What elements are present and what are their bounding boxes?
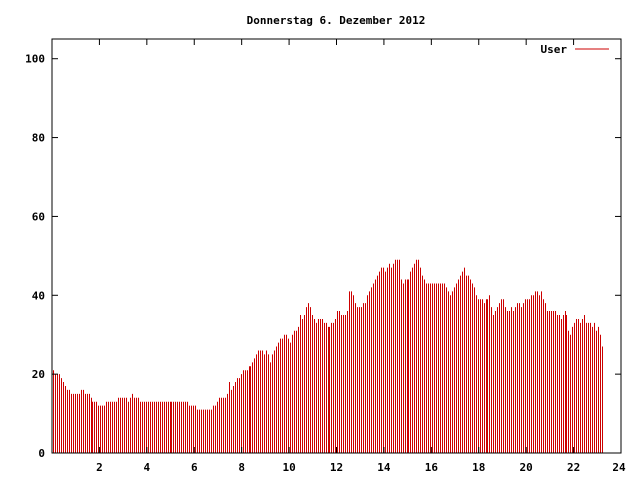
x-tick-label: 12 bbox=[330, 461, 343, 474]
x-tick-label: 20 bbox=[520, 461, 533, 474]
y-tick-label: 60 bbox=[32, 210, 45, 223]
x-tick-label: 8 bbox=[238, 461, 245, 474]
chart-title: Donnerstag 6. Dezember 2012 bbox=[247, 14, 426, 27]
bar-series-user bbox=[53, 259, 603, 453]
x-tick-label: 24 bbox=[612, 461, 626, 474]
y-tick-label: 100 bbox=[25, 53, 45, 66]
x-tick-label: 14 bbox=[377, 461, 391, 474]
y-tick-label: 20 bbox=[32, 368, 45, 381]
x-tick-label: 4 bbox=[144, 461, 151, 474]
y-axis: 0 20 40 60 80 100 bbox=[25, 53, 621, 460]
y-tick-label: 0 bbox=[38, 447, 45, 460]
y-tick-label: 40 bbox=[32, 289, 45, 302]
x-tick-label: 2 bbox=[96, 461, 103, 474]
x-tick-label: 16 bbox=[425, 461, 439, 474]
x-axis: 2 4 6 8 10 12 14 16 18 20 22 24 bbox=[96, 39, 626, 474]
legend-label-user: User bbox=[541, 43, 568, 56]
legend: User bbox=[541, 43, 609, 56]
x-tick-label: 10 bbox=[282, 461, 295, 474]
x-tick-label: 6 bbox=[191, 461, 198, 474]
x-tick-label: 22 bbox=[567, 461, 580, 474]
x-tick-label: 18 bbox=[472, 461, 485, 474]
y-tick-label: 80 bbox=[32, 132, 45, 145]
